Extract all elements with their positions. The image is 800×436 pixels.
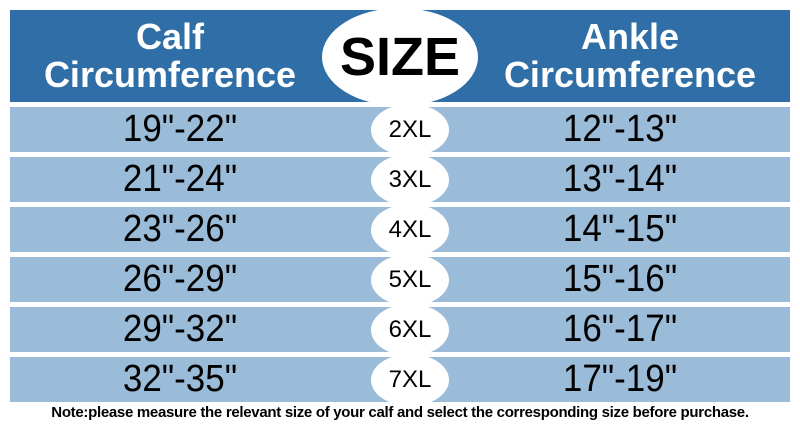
table-row: 23"-26" 4XL 14"-15" — [10, 204, 790, 256]
calf-range: 19"-22" — [122, 108, 238, 150]
note-text: Note:please measure the relevant size of… — [51, 404, 749, 421]
ankle-range: 15"-16" — [562, 258, 678, 300]
header-calf-line2: Circumference — [43, 54, 297, 95]
ankle-range: 17"-19" — [562, 358, 678, 400]
calf-range: 21"-24" — [122, 158, 238, 200]
calf-range: 26"-29" — [122, 258, 238, 300]
ankle-range: 13"-14" — [562, 158, 678, 200]
size-label: 5XL — [371, 254, 449, 306]
ankle-range: 14"-15" — [562, 208, 678, 250]
calf-range: 23"-26" — [122, 208, 238, 250]
table-row: 21"-24" 3XL 13"-14" — [10, 154, 790, 206]
header-calf-line1: Calf — [135, 16, 204, 57]
ankle-range: 12"-13" — [562, 108, 678, 150]
table-row: 32"-35" 7XL 17"-19" — [10, 354, 790, 406]
header-size: SIZE — [322, 8, 478, 106]
table-row: 29"-32" 6XL 16"-17" — [10, 304, 790, 356]
size-label: 6XL — [371, 304, 449, 356]
header-ankle-line1: Ankle — [580, 16, 680, 57]
calf-range: 32"-35" — [122, 358, 238, 400]
ankle-range: 16"-17" — [562, 308, 678, 350]
size-label: 7XL — [371, 354, 449, 406]
size-label: 4XL — [371, 204, 449, 256]
table-row: 26"-29" 5XL 15"-16" — [10, 254, 790, 306]
size-label: 2XL — [371, 104, 449, 156]
header-calf-circumference: Calf Circumference — [10, 10, 330, 102]
header-ankle-line2: Circumference — [503, 54, 757, 95]
calf-range: 29"-32" — [122, 308, 238, 350]
size-label: 3XL — [371, 154, 449, 206]
header-ankle-circumference: Ankle Circumference — [470, 10, 790, 102]
table-row: 19"-22" 2XL 12"-13" — [10, 104, 790, 156]
